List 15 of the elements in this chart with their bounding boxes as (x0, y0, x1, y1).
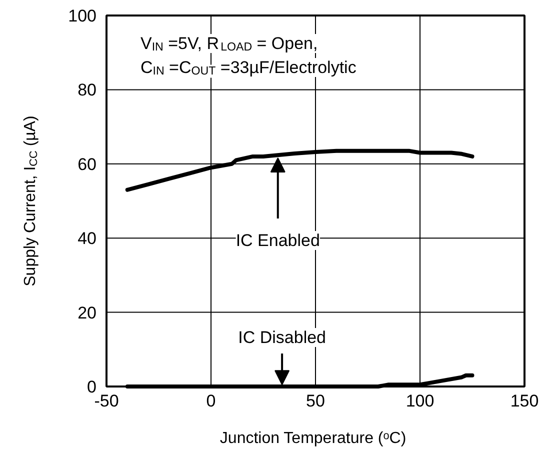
y-tick-label: 20 (78, 303, 97, 322)
x-tick-label: 150 (510, 392, 539, 410)
y-tick-label: 40 (78, 229, 97, 248)
x-axis-title: Junction Temperature (ᵒC) (220, 430, 406, 447)
annotation: IC Disabled (238, 328, 326, 347)
y-tick-label: 60 (78, 154, 97, 174)
y-tick-label: 0 (87, 378, 97, 396)
y-tick-label: 100 (68, 6, 97, 26)
x-tick-label: 0 (206, 392, 216, 410)
x-tick-label: 100 (406, 392, 434, 410)
x-tick-label: -50 (94, 392, 119, 410)
x-tick-label: 50 (306, 392, 325, 410)
y-axis-title: Supply Current, ICC (µA) (22, 116, 40, 286)
annotation: IC Enabled (236, 230, 320, 250)
y-tick-label: 80 (78, 80, 97, 100)
